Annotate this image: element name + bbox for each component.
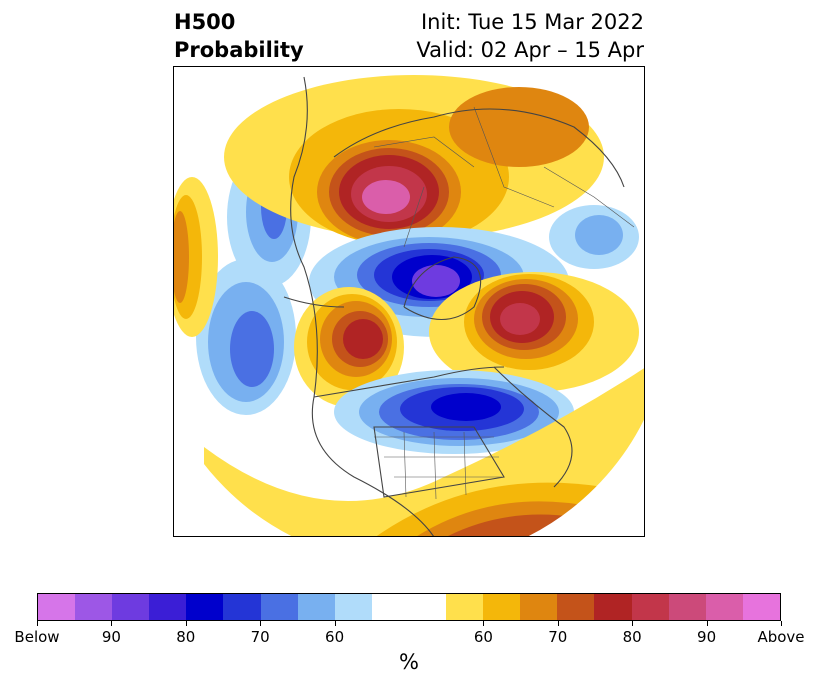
colorbar-tick-mark [334,621,336,626]
above-anomaly-west-pacific-edge [174,177,218,337]
above-anomaly-greenland [429,272,639,392]
colorbar-tick-label: 80 [622,628,642,646]
colorbar-segment [186,594,224,620]
colorbar-segment [75,594,113,620]
colorbar-segment [446,594,484,620]
colorbar-segment [742,594,780,620]
colorbar-tick-mark [111,621,113,626]
colorbar-tick-label: Above [757,628,805,646]
coastlines [283,76,625,536]
colorbar-tick-mark [557,621,559,626]
colorbar-tick-mark [781,621,782,626]
above-anomaly-siberia [224,75,604,245]
colorbar-unit: % [399,650,419,674]
colorbar-tick-label: 70 [548,628,568,646]
contour-layer [174,75,644,536]
colorbar-segment [594,594,632,620]
colorbar-tick-label: 90 [101,628,121,646]
colorbar-tick-mark [185,621,187,626]
colorbar-segment [668,594,706,620]
above-anomaly-northeast-pacific [294,287,404,407]
colorbar-segment [557,594,595,620]
colorbar-tick-mark [37,621,38,626]
colorbar-tick-mark [706,621,708,626]
colorbar-tick-label: 70 [250,628,270,646]
colorbar-segment [223,594,261,620]
colorbar-segment [38,594,76,620]
colorbar-tick-label: 90 [697,628,717,646]
colorbar-tick-label: 60 [473,628,493,646]
colorbar-segment [334,594,372,620]
init-date: Init: Tue 15 Mar 2022 [420,10,644,34]
colorbar-segment [631,594,669,620]
valid-range: Valid: 02 Apr – 15 Apr [416,38,644,62]
probability-colorbar [37,593,781,621]
title-type: Probability [174,38,304,62]
colorbar-tick-mark [483,621,485,626]
colorbar-segment [297,594,335,620]
map-canvas [174,67,644,536]
probability-map [173,66,645,537]
title-variable: H500 [174,10,236,34]
map-title-right: Init: Tue 15 Mar 2022 Valid: 02 Apr – 15… [416,8,644,64]
colorbar-segment [408,594,447,620]
colorbar-segment [260,594,298,620]
colorbar-segment [149,594,187,620]
colorbar-tick-label: 60 [325,628,345,646]
colorbar-tick-mark [260,621,262,626]
colorbar-segment [520,594,558,620]
below-anomaly-eastern-canada [334,370,574,454]
colorbar-tick-mark [632,621,634,626]
colorbar-segment [705,594,743,620]
map-title-left: H500 Probability [174,8,304,64]
below-anomaly-north-pacific [196,259,296,415]
colorbar-tick-label: 80 [176,628,196,646]
country-borders [373,106,635,500]
colorbar-segment [371,594,409,620]
colorbar-segment [112,594,150,620]
colorbar-tick-label: Below [14,628,60,646]
colorbar-segment [483,594,521,620]
